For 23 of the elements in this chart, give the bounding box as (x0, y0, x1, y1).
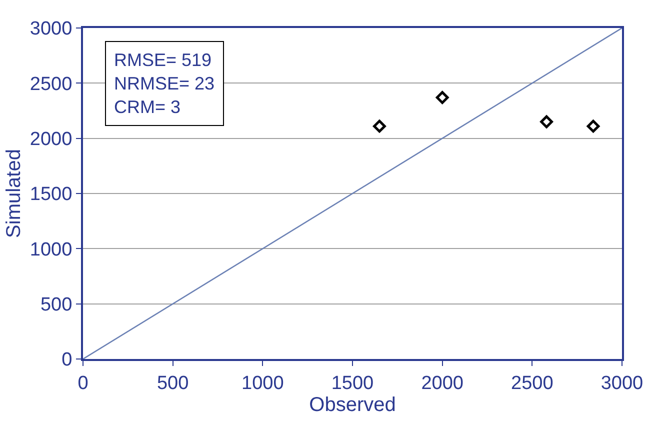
x-tick-label: 3000 (600, 372, 644, 394)
y-tick-label: 1000 (30, 239, 72, 260)
y-tick-label: 0 (62, 350, 72, 371)
annotation: RMSE= 519 (114, 50, 212, 70)
x-tick-label: 2500 (511, 372, 554, 394)
x-axis-title: Observed (309, 394, 396, 416)
point (586, 120, 600, 133)
x-tick-label: 500 (156, 372, 189, 394)
x-tick-label: 1000 (242, 372, 284, 394)
y-axis-title: Simulated (2, 149, 25, 238)
x-tick-label: 2000 (421, 372, 464, 394)
y-tick-label: 500 (40, 294, 72, 316)
point (373, 120, 386, 133)
annotation: CRM= 3 (114, 96, 181, 117)
x-tick-label: 1500 (331, 372, 374, 394)
y-tick-label: 2500 (30, 74, 72, 95)
y-tick-label: 3000 (30, 18, 72, 40)
point (436, 91, 449, 104)
y-tick-label: 2000 (30, 128, 72, 150)
point (540, 115, 553, 128)
annotation: NRMSE= 23 (114, 73, 215, 94)
x-tick-label: 0 (78, 372, 88, 394)
y-tick-label: 1500 (30, 184, 72, 206)
